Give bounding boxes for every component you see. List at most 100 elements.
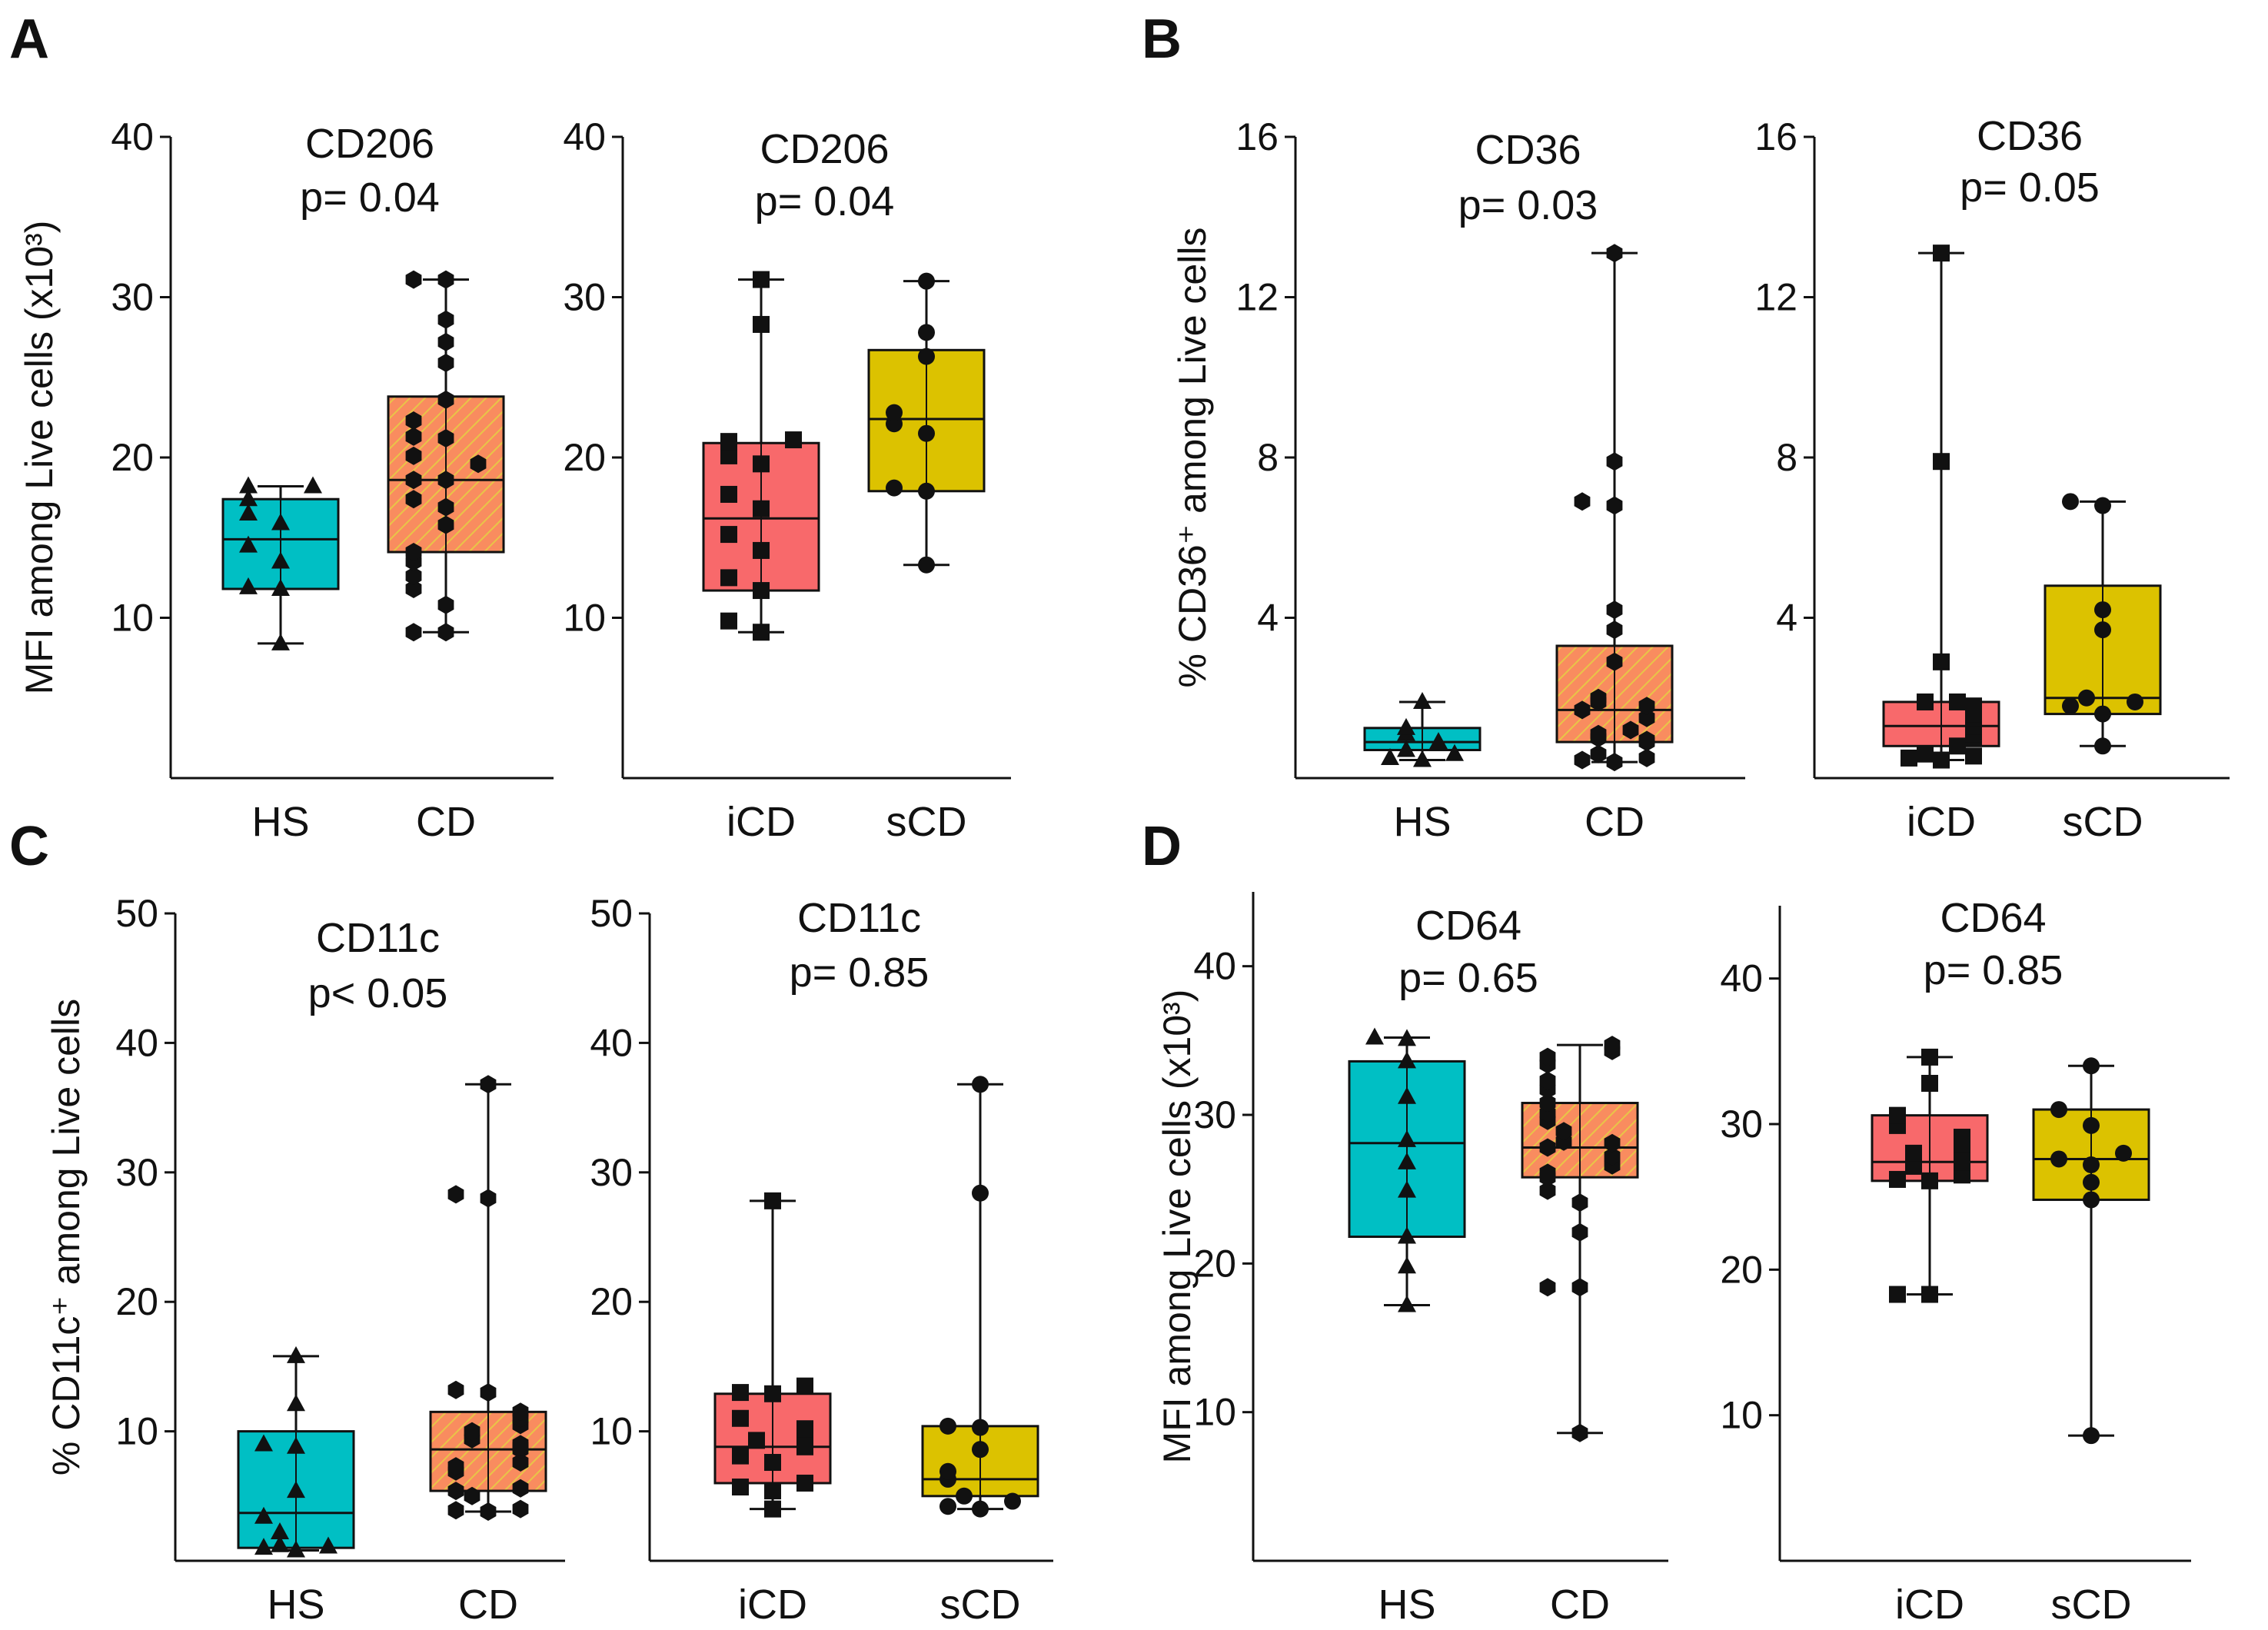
data-point-hs <box>1381 747 1399 765</box>
panel-letter-d: D <box>1142 816 1182 877</box>
data-point-scd <box>956 1487 973 1505</box>
data-point-icd <box>1905 1144 1922 1162</box>
panel-letter-b: B <box>1142 8 1182 70</box>
panel-letter-c: C <box>9 816 49 877</box>
data-point-cd <box>1638 748 1655 767</box>
data-point-hs <box>1365 1027 1384 1045</box>
data-point-icd <box>796 1420 813 1438</box>
data-point-scd <box>939 1462 956 1480</box>
data-point-scd <box>918 324 935 341</box>
chart-title: CD11c <box>797 895 921 941</box>
data-point-scd <box>972 1076 989 1093</box>
data-point-cd <box>447 1482 464 1501</box>
data-point-icd <box>1921 1286 1938 1303</box>
data-point-hs <box>1413 691 1432 709</box>
y-tick-label: 10 <box>111 597 154 640</box>
data-point-cd <box>1638 730 1655 750</box>
x-tick-label: CD <box>1585 799 1644 845</box>
x-tick-label: iCD <box>1907 799 1976 845</box>
data-point-scd <box>2094 601 2111 619</box>
data-point-icd <box>753 315 770 333</box>
data-point-icd <box>1889 1286 1906 1303</box>
x-tick-label: iCD <box>727 799 796 845</box>
data-point-icd <box>1965 697 1982 715</box>
data-point-icd <box>1965 747 1982 765</box>
data-point-hs <box>287 1540 305 1558</box>
data-point-hs <box>254 1434 273 1452</box>
data-point-scd <box>918 482 935 500</box>
y-tick-label: 40 <box>590 1021 633 1064</box>
data-point-cd <box>437 332 454 351</box>
data-point-icd <box>732 1479 749 1496</box>
data-point-scd <box>2094 497 2111 514</box>
box-cd <box>429 1075 547 1521</box>
data-point-scd <box>2062 493 2079 511</box>
y-tick-label: 12 <box>1235 276 1279 319</box>
data-point-icd <box>753 582 770 600</box>
data-point-cd <box>1590 724 1607 743</box>
data-point-cd <box>1539 1093 1556 1113</box>
data-point-cd <box>1555 1122 1572 1141</box>
data-point-cd <box>1622 720 1639 740</box>
data-point-scd <box>2094 705 2111 723</box>
data-point-cd <box>1574 700 1591 720</box>
y-tick-label: 20 <box>563 436 606 479</box>
x-tick-label: HS <box>267 1582 324 1628</box>
box-icd <box>713 1192 832 1518</box>
p-value-label: p< 0.05 <box>308 970 448 1016</box>
box-icd <box>1882 244 2000 769</box>
chart-title: CD206 <box>760 126 889 172</box>
data-point-cd <box>512 1453 529 1472</box>
y-tick-label: 20 <box>1720 1248 1763 1291</box>
data-point-scd <box>886 404 903 421</box>
data-point-hs <box>287 1394 305 1412</box>
data-point-icd <box>1949 693 1966 710</box>
data-point-hs <box>271 1535 289 1552</box>
data-point-icd <box>764 1385 781 1402</box>
box-hs <box>1348 1027 1466 1312</box>
data-point-scd <box>972 1419 989 1436</box>
y-tick-label: 10 <box>1193 1391 1236 1434</box>
y-tick-label: 4 <box>1776 597 1797 640</box>
data-point-cd <box>405 446 422 465</box>
y-tick-label: 50 <box>590 892 633 935</box>
data-point-hs <box>1397 740 1415 757</box>
y-tick-label: 8 <box>1257 436 1279 479</box>
data-point-scd <box>918 272 935 290</box>
p-value-label: p= 0.04 <box>300 175 440 221</box>
data-point-cd <box>437 390 454 409</box>
data-point-cd <box>405 471 422 490</box>
x-tick-label: HS <box>1378 1582 1435 1628</box>
data-point-icd <box>720 433 737 451</box>
data-point-scd <box>2094 621 2111 639</box>
data-point-cd <box>1539 1163 1556 1183</box>
data-point-hs <box>304 476 322 494</box>
data-point-icd <box>1933 653 1950 670</box>
data-point-cd <box>1590 744 1607 763</box>
data-point-hs <box>287 1346 305 1363</box>
chart-a1: 10 20 30 40 MFI among Live cells (x10³) CD206… <box>18 115 554 845</box>
y-tick-label: 16 <box>1754 115 1797 158</box>
x-tick-label: HS <box>251 799 309 845</box>
data-point-cd <box>1606 452 1623 471</box>
data-point-icd <box>1921 1074 1938 1092</box>
data-point-icd <box>720 526 737 544</box>
y-tick-label: 20 <box>115 1280 158 1323</box>
chart-title: CD36 <box>1977 113 2083 159</box>
y-tick-label: 10 <box>1720 1394 1763 1437</box>
data-point-cd <box>480 1383 497 1402</box>
y-tick-label: 50 <box>115 892 158 935</box>
data-point-scd <box>2127 693 2143 710</box>
data-point-scd <box>2094 737 2111 755</box>
data-point-hs <box>319 1536 338 1554</box>
data-point-cd <box>405 543 422 561</box>
data-point-icd <box>1949 737 1966 755</box>
p-value-label: p= 0.05 <box>1960 165 2100 211</box>
data-point-cd <box>1571 1278 1588 1297</box>
box-scd <box>921 1076 1039 1518</box>
data-point-scd <box>886 479 903 497</box>
chart-title: CD64 <box>1415 903 1521 949</box>
data-point-cd <box>437 429 454 447</box>
data-point-hs <box>254 1506 273 1524</box>
